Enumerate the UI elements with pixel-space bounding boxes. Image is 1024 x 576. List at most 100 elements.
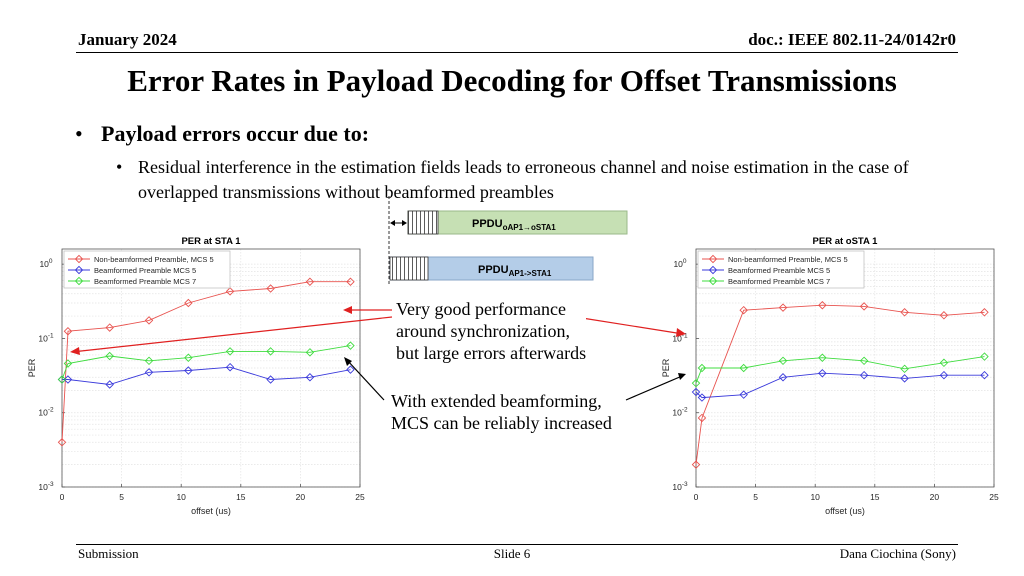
data-point [105,380,114,389]
x-axis-label: offset (us) [191,506,231,516]
y-tick-base: 10 [673,259,683,269]
offset-arrow-right-head [402,220,407,226]
y-tick-exponent: -3 [682,481,688,488]
data-point [939,311,949,320]
legend-box [63,250,231,289]
annotation-sync: Very good performance around synchroniza… [396,298,587,364]
x-tick-label: 10 [176,492,186,502]
x-tick-label: 10 [810,492,820,502]
footer-author: Dana Ciochina (Sony) [839,546,956,561]
data-point [859,302,869,311]
y-tick-base: 10 [38,408,48,418]
slide-title: Error Rates in Payload Decoding for Offs… [127,63,897,98]
y-tick-label: 10-3 [38,481,54,492]
y-tick-base: 10 [39,259,49,269]
data-point [57,438,67,447]
x-tick-label: 5 [753,492,758,502]
offset-arrow-left-head [390,220,395,226]
y-tick-base: 10 [672,482,682,492]
data-point [980,308,989,317]
data-point [697,363,707,373]
x-tick-label: 0 [60,492,65,502]
bullet-dot: • [75,121,83,146]
data-point [818,353,827,362]
data-point [980,370,989,380]
legend-label: Beamformed Preamble MCS 7 [94,277,196,286]
annotation-beamforming: With extended beamforming, MCS can be re… [391,390,612,434]
bullet-sub-dot: • [116,157,123,177]
bullet-main: • Payload errors occur due to: [75,121,369,147]
y-tick-exponent: -1 [682,332,688,339]
data-point [63,359,73,368]
ppdu-top-label: PPDUoAP1→oSTA1 [472,218,556,232]
y-tick-label: 10-1 [672,332,688,343]
x-tick-label: 0 [694,492,699,502]
data-point [305,277,315,286]
footer-slide-number: Slide 6 [493,546,531,561]
annotation-sync-line: Very good performance [396,299,566,319]
data-point [939,370,949,380]
data-point [778,356,788,366]
legend-label: Non-beamformed Preamble, MCS 5 [94,255,214,264]
data-point [691,387,701,397]
data-point [63,327,73,336]
footer-divider [76,544,958,545]
data-point [900,308,909,317]
legend-marker [74,265,84,275]
y-tick-label: 100 [39,258,52,269]
x-tick-label: 5 [119,492,124,502]
legend-label: Beamformed Preamble MCS 5 [94,266,196,275]
annotation-sync-line: but large errors afterwards [396,343,587,363]
data-point [980,352,989,361]
data-point [778,373,788,382]
x-axis-label: offset (us) [825,506,865,516]
data-point [346,277,355,286]
y-tick-exponent: 0 [683,258,687,265]
x-tick-label: 25 [355,492,365,502]
data-point [900,374,909,383]
series-line [695,304,985,465]
x-tick-label: 20 [296,492,306,502]
data-point [144,368,154,377]
legend-marker [708,265,718,275]
data-point [697,393,707,402]
y-tick-label: 10-2 [672,407,688,418]
legend-marker [74,276,84,286]
data-point [778,303,788,312]
data-point [739,305,748,315]
data-point [105,351,114,361]
footer-submission: Submission [78,546,139,561]
y-tick-exponent: -2 [682,407,688,414]
y-tick-base: 10 [672,408,682,418]
data-point [305,373,315,382]
header-divider [76,52,958,53]
chart-title: PER at oSTA 1 [813,236,879,247]
legend-label: Beamformed Preamble MCS 5 [728,266,830,275]
data-point [697,413,707,423]
y-tick-label: 100 [673,258,686,269]
x-tick-label: 25 [989,492,999,502]
annotation-sync-line: around synchronization, [396,321,570,341]
annotation-beam-line: MCS can be reliably increased [391,413,612,433]
y-tick-label: 10-3 [672,481,688,492]
legend-label: Non-beamformed Preamble, MCS 5 [728,255,848,264]
data-point [859,370,869,380]
annotation-beam-line: With extended beamforming, [391,391,602,411]
ppdu-bottom-preamble [389,256,429,281]
y-tick-exponent: -3 [48,481,54,488]
chart-title: PER at STA 1 [181,236,241,247]
data-point [144,356,154,366]
data-point [739,390,748,399]
bullet-main-text: Payload errors occur due to: [101,121,370,146]
data-point [900,364,909,374]
y-axis-label: PER [27,358,37,377]
legend-marker [74,254,84,264]
legend-label: Beamformed Preamble MCS 7 [728,277,830,286]
legend-marker [708,254,718,264]
data-point [184,366,193,375]
x-tick-label: 15 [236,492,246,502]
series-green [691,352,989,388]
y-axis-label: PER [661,358,671,377]
